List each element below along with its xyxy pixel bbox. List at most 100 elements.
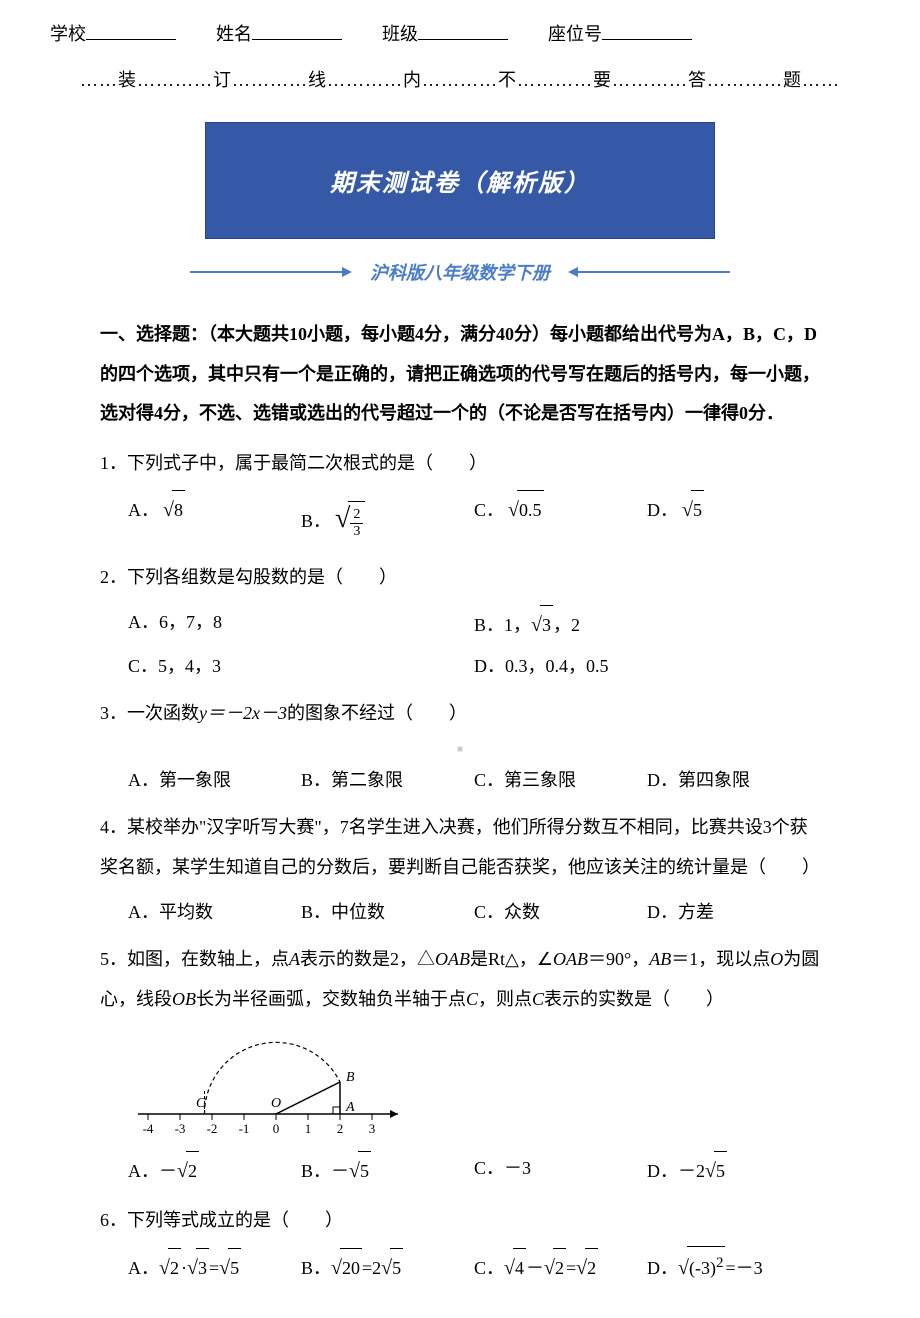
opt-d: D．第四象限 (647, 761, 820, 801)
question-2: 2．下列各组数是勾股数的是（ ） A．6，7，8 B．1， √3 ，2 C．5，… (100, 558, 820, 686)
var: O (770, 949, 783, 969)
sqrt-arg: 2 (168, 1248, 181, 1289)
sqrt-arg: 4 (513, 1248, 526, 1289)
opt-c: C．众数 (474, 893, 647, 933)
opt-label: C． (474, 1249, 504, 1289)
sqrt-arg: 8 (172, 490, 185, 531)
question-6: 6．下列等式成立的是（ ） A． √2·√3=√5 B． √20=2√5 C． … (100, 1201, 820, 1290)
q-stem: 如图，在数轴上，点 (127, 949, 289, 969)
sqrt-expr: √5 (682, 488, 704, 532)
base: (-3) (689, 1258, 716, 1278)
frac-den: 3 (350, 524, 363, 539)
result: －3 (736, 1249, 763, 1289)
arrow-left-icon (190, 271, 350, 273)
opt-text: B．1， (474, 606, 531, 646)
tick-label: 3 (369, 1121, 376, 1136)
opt-label: D． (647, 1249, 678, 1289)
opt-c: C．第三象限 (474, 761, 647, 801)
question-4: 4．某校举办"汉字听写大赛"，7名学生进入决赛，他们所得分数互不相同，比赛共设3… (100, 808, 820, 932)
title-banner: 期末测试卷（解析版） (205, 122, 715, 239)
opt-label: B．－ (301, 1152, 349, 1192)
q-num: 6． (100, 1210, 127, 1230)
field-label: 座位号 (548, 20, 602, 46)
header-fields: 学校 姓名 班级 座位号 (40, 20, 880, 46)
section-intro: 一、选择题：（本大题共10小题，每小题4分，满分40分）每小题都给出代号为A，B… (100, 315, 820, 434)
opt-text: D．第四象限 (647, 761, 750, 801)
opt-a: A．－ √2 (128, 1149, 301, 1193)
opt-d: D． √5 (647, 488, 820, 550)
opt-d: D．0.3，0.4，0.5 (474, 647, 820, 687)
tick-label: 2 (337, 1121, 344, 1136)
opt-text: D．0.3，0.4，0.5 (474, 647, 609, 687)
sqrt-expr: √23 (335, 488, 365, 550)
question-5: 5．如图，在数轴上，点A表示的数是2，△OAB是Rt△，∠OAB＝90°，AB＝… (100, 940, 820, 1193)
opt-b: B．1， √3 ，2 (474, 603, 820, 647)
opt-c: C． √4－√2=√2 (474, 1246, 647, 1290)
opt-text: D．方差 (647, 893, 714, 933)
opt-text: A．6，7，8 (128, 603, 222, 643)
opt-b: B． √23 (301, 488, 474, 550)
sqrt-arg: 5 (691, 490, 704, 531)
opt-text: C．第三象限 (474, 761, 576, 801)
q-num: 5． (100, 949, 127, 969)
sqrt-expr: √0.5 (508, 488, 543, 532)
var: C (532, 989, 544, 1009)
sqrt-expr: √5 (381, 1246, 403, 1290)
fold-line: ……装…………订…………线…………内…………不…………要…………答…………题…… (40, 66, 880, 92)
content: 一、选择题：（本大题共10小题，每小题4分，满分40分）每小题都给出代号为A，B… (40, 315, 880, 1290)
field-seat: 座位号 (548, 20, 692, 46)
opt-text: B．第二象限 (301, 761, 403, 801)
q-num: 3． (100, 703, 127, 723)
sqrt-expr: √3 (187, 1246, 209, 1290)
opt-text: C．－3 (474, 1149, 531, 1189)
sqrt-arg: 5 (228, 1248, 241, 1289)
opt-a: A．第一象限 (128, 761, 301, 801)
q5-options: A．－ √2 B．－ √5 C．－3 D．－2 √5 (100, 1149, 820, 1193)
sqrt-expr: √5 (349, 1149, 371, 1193)
q4-options: A．平均数 B．中位数 C．众数 D．方差 (100, 893, 820, 933)
sqrt-arg: 2 (553, 1248, 566, 1289)
q5-text: 5．如图，在数轴上，点A表示的数是2，△OAB是Rt△，∠OAB＝90°，AB＝… (100, 940, 820, 1019)
field-underline (86, 22, 176, 40)
sqrt-expr: √3 (531, 603, 553, 647)
field-underline (252, 22, 342, 40)
question-1: 1．下列式子中，属于最简二次根式的是（ ） A． √8 B． √23 C． √0… (100, 444, 820, 550)
tick-label: -1 (239, 1121, 250, 1136)
point-label-b: B (346, 1070, 355, 1085)
opt-b: B． √20=2√5 (301, 1246, 474, 1290)
opt-text: A．平均数 (128, 893, 213, 933)
sqrt-expr: √2 (159, 1246, 181, 1290)
opt-d: D．－2 √5 (647, 1149, 820, 1193)
q-stem: ，则点 (478, 989, 532, 1009)
sqrt-arg: 3 (196, 1248, 209, 1289)
q-num: 2． (100, 567, 127, 587)
opt-a: A． √8 (128, 488, 301, 550)
q3-text: 3．一次函数y＝－2x－3的图象不经过（ ） (100, 694, 820, 734)
q-stem: 一次函数 (127, 703, 199, 723)
equation: y＝－2x－3 (199, 703, 287, 723)
q-stem: 表示的实数是（ ） (544, 989, 724, 1009)
q5-diagram: -4 -3 -2 -1 0 1 2 3 C O A B (100, 1029, 820, 1139)
opt-text: A．第一象限 (128, 761, 231, 801)
tick-label: 1 (305, 1121, 312, 1136)
var: OAB (553, 949, 588, 969)
sqrt-arg: 5 (358, 1151, 371, 1192)
q-stem: 是Rt△，∠ (470, 949, 553, 969)
tick-label: -2 (207, 1121, 218, 1136)
opt-c: C．－3 (474, 1149, 647, 1193)
sqrt-expr: √(-3)2 (678, 1246, 725, 1290)
var: C (466, 989, 478, 1009)
question-3: 3．一次函数y＝－2x－3的图象不经过（ ） ■ A．第一象限 B．第二象限 C… (100, 694, 820, 800)
sqrt-expr: √5 (219, 1246, 241, 1290)
sqrt-arg: (-3)2 (687, 1246, 725, 1289)
sqrt-expr: √2 (177, 1149, 199, 1193)
opt-b: B．中位数 (301, 893, 474, 933)
subtitle-text: 沪科版八年级数学下册 (370, 259, 550, 285)
sqrt-arg: 5 (714, 1151, 727, 1192)
sup: 2 (716, 1255, 724, 1271)
var: OB (172, 989, 196, 1009)
opt-label: A．－ (128, 1152, 177, 1192)
q-num: 1． (100, 453, 127, 473)
sqrt-arg: 5 (390, 1248, 403, 1289)
tick-label: -3 (175, 1121, 186, 1136)
